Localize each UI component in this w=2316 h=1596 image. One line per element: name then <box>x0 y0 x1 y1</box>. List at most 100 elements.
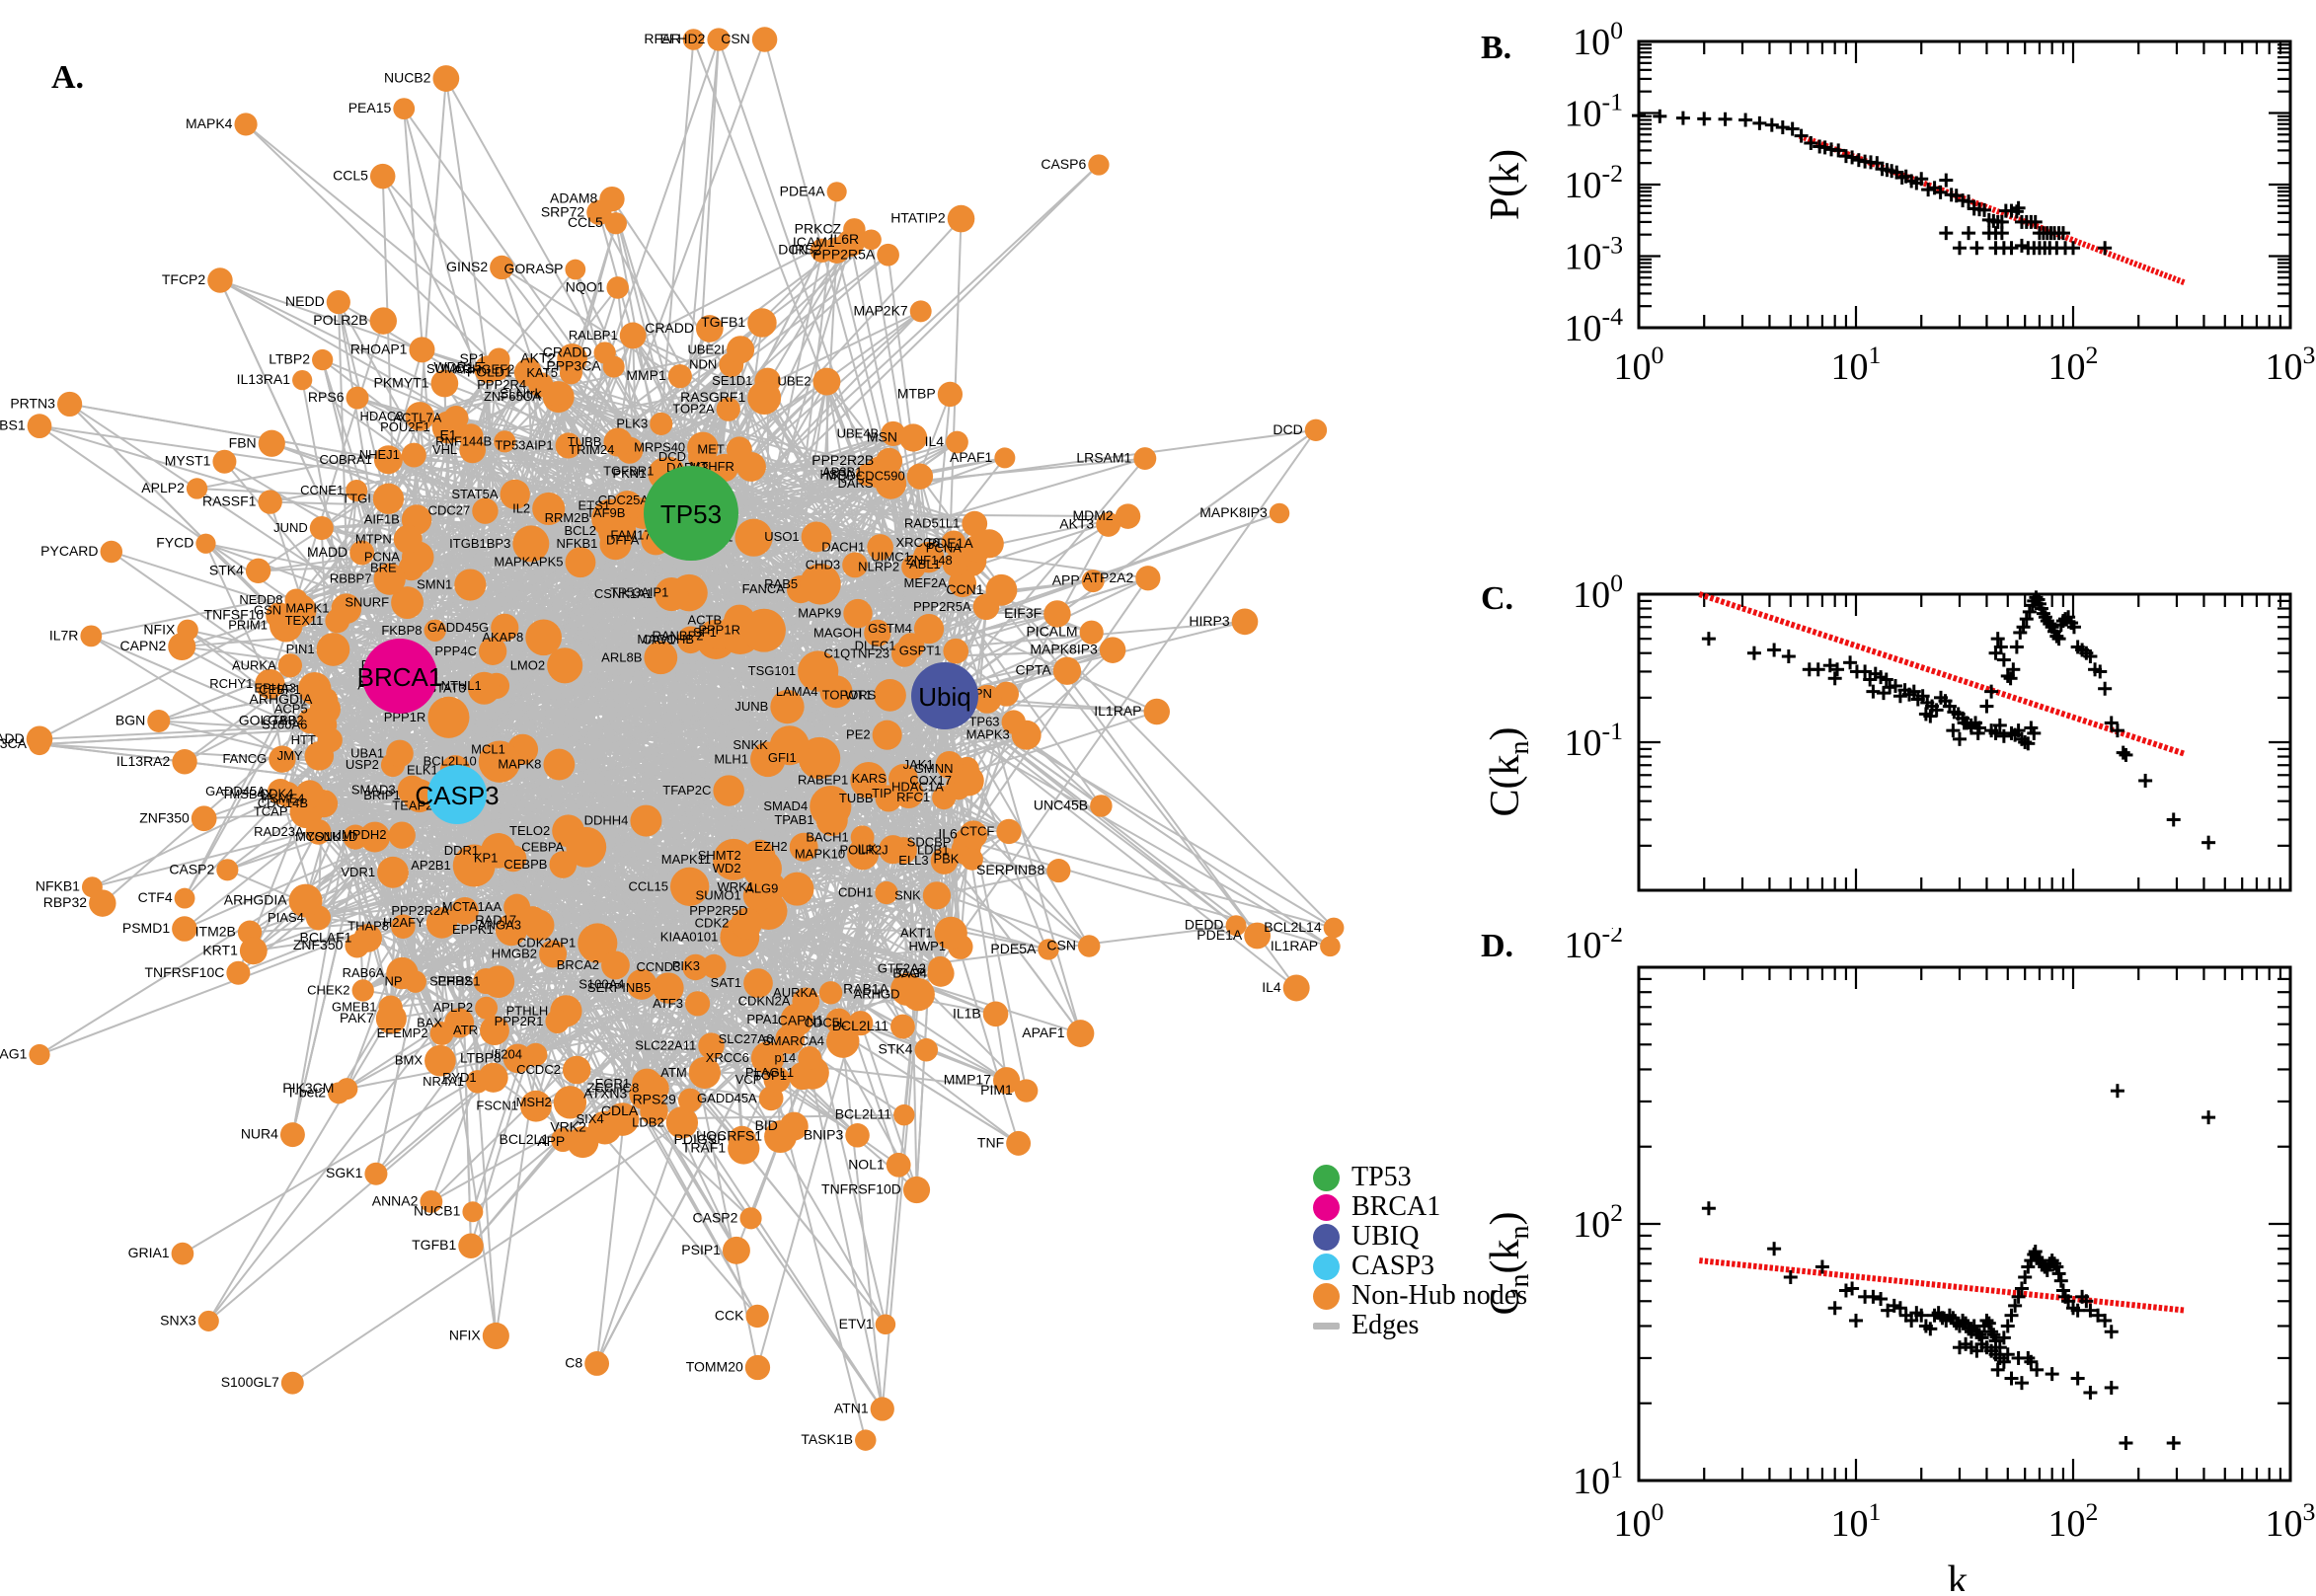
plot-B <box>1632 41 2290 328</box>
axis-tick-label: 102 <box>2048 341 2099 388</box>
network-node-label: UBE2I <box>687 342 725 356</box>
network-node-label: ABL1 <box>909 557 941 571</box>
network-node-label: PPA1 <box>746 1012 778 1026</box>
network-node <box>620 323 647 349</box>
network-node-label: MAPK1 <box>285 601 329 616</box>
network-node-label: GADD45A <box>205 784 266 798</box>
network-node-label: p14 <box>775 1050 797 1065</box>
network-node <box>393 98 415 119</box>
network-node-label: JUNB <box>734 699 768 714</box>
network-edges <box>39 39 1334 1440</box>
network-node-label: SMN1 <box>417 577 452 592</box>
network-node-label: FANCG <box>222 751 267 766</box>
network-node-label: JAK1 <box>903 757 934 772</box>
network-node-label: STAT5A <box>451 487 499 501</box>
network-node <box>845 1123 870 1148</box>
network-node-label: GSPT1 <box>899 644 942 658</box>
network-node-label: STK4 <box>209 562 244 577</box>
network-node-label: RAB1A <box>843 980 889 996</box>
network-node <box>472 497 498 523</box>
network-node-label: RASSF1 <box>202 494 257 509</box>
legend-item-label: UBIQ <box>1351 1221 1419 1253</box>
network-node-label: AP2B1 <box>411 858 450 873</box>
axis-ticks <box>1639 967 2290 1481</box>
network-node <box>745 1305 768 1328</box>
network-node-label: BCL2L11 <box>832 1018 889 1033</box>
network-node-label: HIRP3 <box>1189 613 1229 629</box>
network-node-label: PDE4A <box>780 183 826 198</box>
network-node-label: PYCARD <box>40 543 98 559</box>
network-node-label: RBP32 <box>43 894 88 910</box>
network-node-label: PKMYT1 <box>373 375 428 391</box>
network-node <box>1324 918 1345 939</box>
network-node-label: CRADD <box>645 320 694 336</box>
legend-item-label: TP53 <box>1351 1162 1412 1193</box>
axis-tick-label: 10-2 <box>1564 928 1623 966</box>
network-node-label: PPP1R <box>698 623 740 638</box>
network-node <box>812 368 840 396</box>
network-node-label: EZH2 <box>754 839 787 854</box>
network-node-label: MTPN <box>355 531 392 546</box>
network-node <box>827 182 847 201</box>
network-node-label: WD2 <box>713 861 741 875</box>
axis-tick-label: 100 <box>1573 572 1623 616</box>
axis-tick-label: 101 <box>1831 1497 1882 1545</box>
network-node-label: BNIP3 <box>804 1126 844 1142</box>
network-node-label: PLK3 <box>616 416 648 430</box>
network-node <box>745 1355 770 1380</box>
network-node <box>454 569 486 600</box>
network-node-label: NP <box>385 974 403 989</box>
network-node-label: PEA15 <box>348 100 392 115</box>
network-node-label: APLP2 <box>141 480 185 495</box>
axis-tick-label: 10-1 <box>1564 717 1623 764</box>
network-node <box>983 1002 1009 1027</box>
legend-item-label: Edges <box>1351 1310 1419 1341</box>
network-node-label: MEF2A <box>904 575 948 590</box>
network-node-label: PSMD1 <box>122 920 170 936</box>
network-node-label: UNC45B <box>1034 797 1088 812</box>
network-node-label: PPP3CA <box>546 358 601 374</box>
network-node-label: TCAP <box>254 803 288 818</box>
network-node <box>1006 1131 1031 1156</box>
hub-node-label-ubiq: Ubiq <box>918 682 970 712</box>
network-node-label: NEDD8 <box>239 592 282 607</box>
network-node-label: TP63 <box>968 715 999 729</box>
network-node-label: TOMM20 <box>686 1358 743 1374</box>
fit-line <box>1699 1260 2184 1310</box>
network-node <box>373 484 404 514</box>
network-node <box>317 633 350 666</box>
network-node-label: JUND <box>273 520 308 535</box>
network-node <box>246 559 270 583</box>
network-node <box>310 516 334 540</box>
network-node <box>943 639 968 664</box>
network-node-label: PDE1A <box>928 535 974 551</box>
network-node-label: CASP2 <box>693 1209 738 1225</box>
network-node <box>57 392 82 417</box>
network-node-label: JMY <box>277 748 303 763</box>
axis-tick-label: 100 <box>1614 1497 1664 1545</box>
network-node <box>278 653 302 677</box>
network-node-label: TTGI <box>342 491 371 505</box>
network-node <box>409 337 434 362</box>
network-node <box>855 1429 876 1450</box>
network-node <box>458 1233 483 1257</box>
network-node <box>259 430 285 457</box>
network-node-label: KIAA0101 <box>660 930 719 945</box>
network-node <box>27 726 53 753</box>
network-node <box>147 710 170 732</box>
network-node-label: USO1 <box>764 529 799 544</box>
network-node-label: ARHGDIA <box>250 691 313 707</box>
network-node-label: MMP1 <box>626 367 666 383</box>
network-node-label: TOPORS <box>822 688 877 703</box>
network-node-label: PHB2 <box>437 973 471 988</box>
network-node-label: PPP2R1 <box>495 1014 544 1028</box>
network-node <box>172 1243 194 1265</box>
network-node-label: SUMO1 <box>696 888 741 903</box>
network-node <box>432 65 459 92</box>
network-node-label: RAB5 <box>764 576 798 591</box>
network-node-label: BAX <box>417 1015 442 1029</box>
network-node <box>318 727 343 752</box>
network-node-label: PCNA <box>364 550 400 565</box>
